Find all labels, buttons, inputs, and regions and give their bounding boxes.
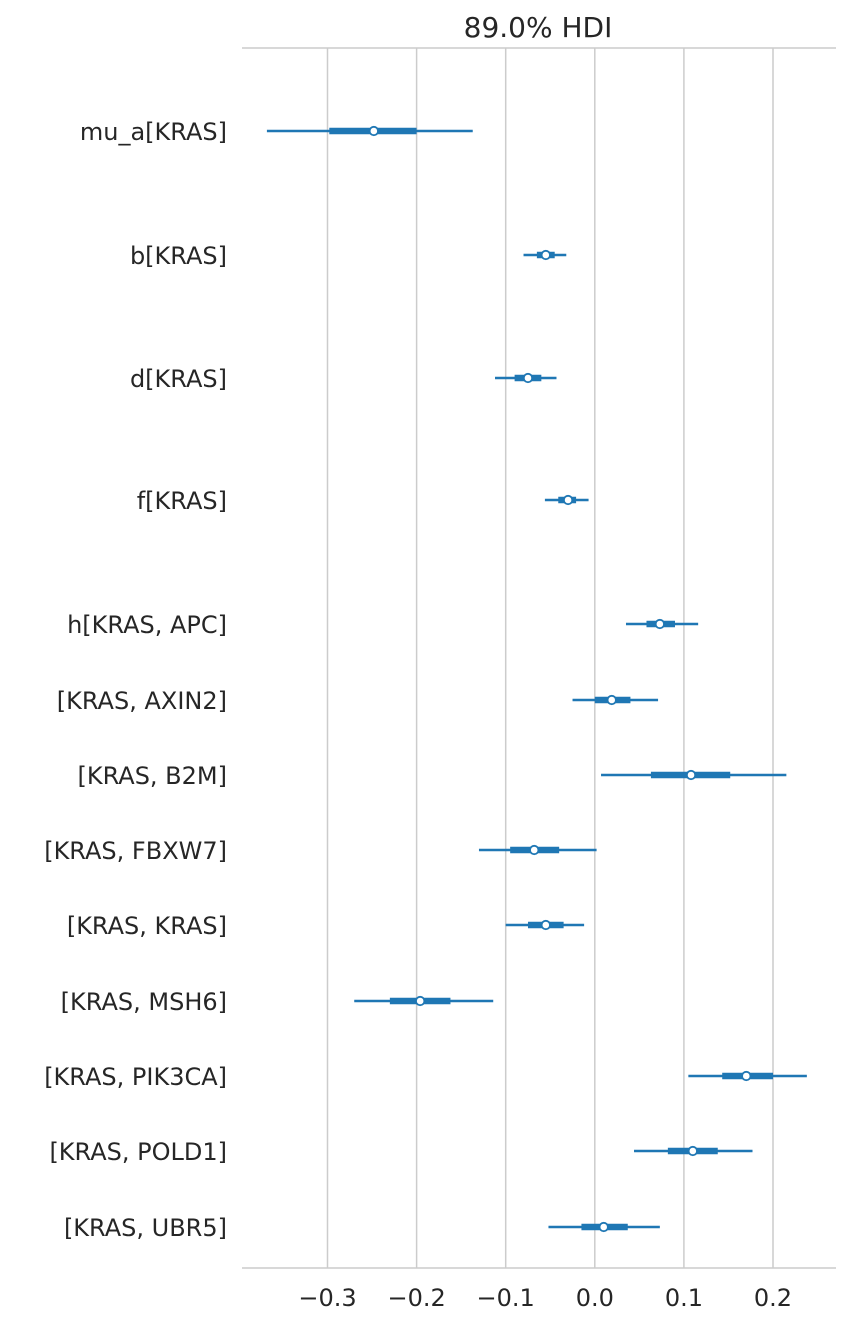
row-label: h[KRAS, APC]	[67, 611, 227, 639]
row-label: f[KRAS]	[137, 487, 227, 515]
x-tick-label: −0.2	[387, 1284, 445, 1312]
interval-group	[523, 249, 567, 261]
median-point	[522, 372, 534, 384]
interval-group	[266, 125, 473, 137]
median-point	[598, 1221, 609, 1233]
interval-group	[548, 1221, 660, 1233]
interval-group	[572, 694, 659, 706]
median-point	[687, 1145, 698, 1157]
row-labels: mu_a[KRAS] b[KRAS] d[KRAS] f[KRAS] h[KRAS, A…	[44, 118, 227, 1242]
interval-group	[625, 618, 699, 630]
interval-group	[544, 494, 589, 506]
median-point	[685, 769, 697, 781]
x-tick-label: 0.0	[576, 1284, 614, 1312]
hdi-intervals	[266, 125, 807, 1233]
median-point	[562, 494, 574, 506]
x-tick-label: −0.1	[477, 1284, 535, 1312]
x-tick-labels: −0.3 −0.2 −0.1 0.0 0.1 0.2	[298, 1284, 792, 1312]
row-label: [KRAS, B2M]	[77, 762, 227, 790]
row-label: [KRAS, UBR5]	[64, 1214, 227, 1242]
x-tick-label: 0.1	[665, 1284, 703, 1312]
interval-group	[354, 995, 494, 1007]
median-point	[529, 844, 540, 856]
row-label: [KRAS, MSH6]	[61, 988, 227, 1016]
median-point	[741, 1070, 752, 1082]
median-point	[606, 694, 617, 706]
chart-title: 89.0% HDI	[464, 11, 613, 44]
median-point	[415, 995, 426, 1007]
gridlines	[326, 48, 774, 1268]
x-tick-label: −0.3	[298, 1284, 356, 1312]
interval-group	[688, 1070, 807, 1082]
interval-group	[505, 919, 585, 931]
median-point	[368, 125, 379, 137]
row-label: [KRAS, POLD1]	[49, 1138, 227, 1166]
x-tick-label: 0.2	[754, 1284, 792, 1312]
median-point	[540, 249, 551, 261]
median-point	[540, 919, 551, 931]
median-point	[654, 618, 665, 630]
row-label: [KRAS, AXIN2]	[57, 687, 227, 715]
row-label: d[KRAS]	[130, 365, 227, 393]
row-label: [KRAS, PIK3CA]	[44, 1063, 227, 1091]
row-label: [KRAS, FBXW7]	[44, 837, 227, 865]
interval-group	[478, 844, 597, 856]
row-label: b[KRAS]	[130, 242, 227, 270]
row-label: mu_a[KRAS]	[80, 118, 227, 146]
interval-group	[601, 769, 787, 781]
row-label: [KRAS, KRAS]	[67, 912, 227, 940]
interval-group	[495, 372, 557, 384]
interval-group	[634, 1145, 753, 1157]
